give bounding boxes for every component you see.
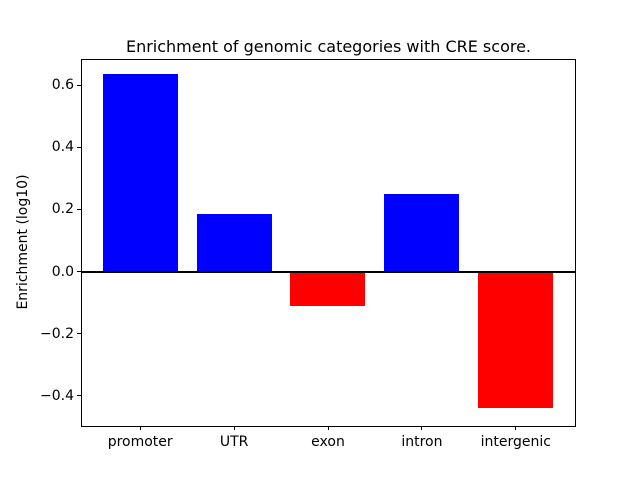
y-tick-label: 0.0 — [51, 263, 74, 280]
x-tick-mark — [515, 426, 517, 430]
x-tick-mark — [421, 426, 423, 430]
bar-exon — [290, 271, 366, 306]
y-axis-label: Enrichment (log10) — [15, 174, 31, 310]
x-tick-label-exon: exon — [311, 434, 345, 450]
bar-UTR — [196, 214, 272, 272]
y-tick-mark — [77, 84, 81, 86]
bar-intron — [384, 193, 460, 272]
y-tick-label: 0.2 — [51, 201, 74, 218]
x-tick-mark — [139, 426, 141, 430]
bar-promoter — [102, 74, 178, 272]
y-tick-mark — [77, 208, 81, 210]
x-tick-label-promoter: promoter — [107, 434, 173, 450]
bar-intergenic — [478, 271, 554, 409]
x-tick-label-intergenic: intergenic — [480, 434, 551, 450]
chart-title: Enrichment of genomic categories with CR… — [125, 37, 532, 56]
y-tick-mark — [77, 395, 81, 397]
y-tick-mark — [77, 333, 81, 335]
x-tick-mark — [327, 426, 329, 430]
y-tick-label: −0.4 — [40, 387, 74, 404]
y-tick-mark — [77, 146, 81, 148]
zero-line — [81, 270, 576, 273]
x-tick-label-intron: intron — [401, 434, 443, 450]
x-tick-label-UTR: UTR — [219, 434, 249, 450]
x-tick-mark — [233, 426, 235, 430]
y-tick-label: −0.2 — [40, 325, 74, 342]
y-tick-label: 0.6 — [51, 77, 74, 94]
y-tick-mark — [77, 271, 81, 272]
y-tick-label: 0.4 — [51, 139, 74, 156]
